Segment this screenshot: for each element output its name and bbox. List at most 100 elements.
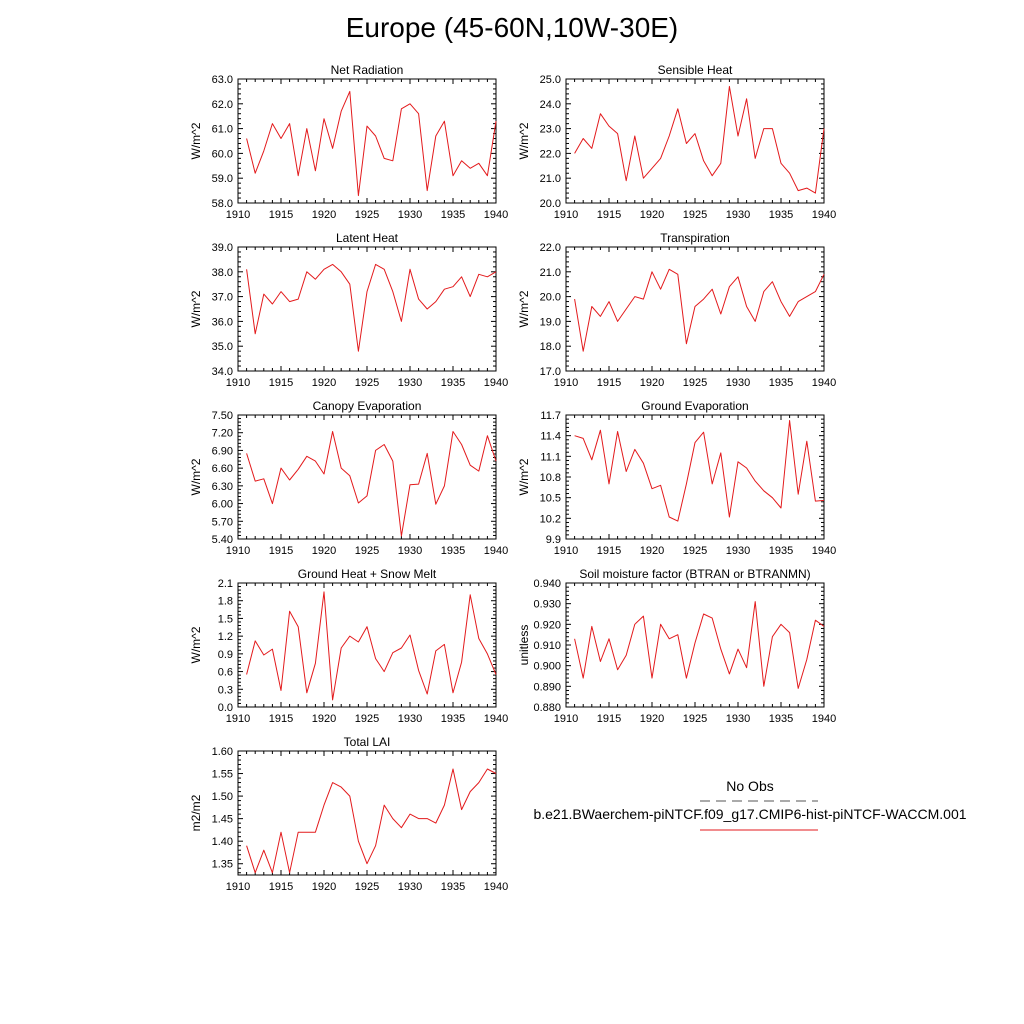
y-tick-label: 7.50 bbox=[212, 410, 233, 422]
y-tick-label: 63.0 bbox=[212, 74, 233, 86]
x-tick-label: 1935 bbox=[769, 377, 793, 389]
y-tick-label: 59.0 bbox=[212, 173, 233, 185]
x-tick-label: 1935 bbox=[441, 377, 465, 389]
y-tick-label: 5.40 bbox=[212, 534, 233, 546]
x-tick-label: 1925 bbox=[683, 209, 707, 221]
x-tick-label: 1910 bbox=[554, 545, 578, 557]
y-tick-label: 62.0 bbox=[212, 99, 233, 111]
plot-frame bbox=[565, 414, 825, 540]
y-tick-label: 24.0 bbox=[540, 99, 561, 111]
y-tick-label: 22.0 bbox=[540, 148, 561, 160]
y-tick-label: 7.20 bbox=[212, 428, 233, 440]
y-tick-label: 0.920 bbox=[533, 619, 561, 631]
y-tick-label: 20.0 bbox=[540, 198, 561, 210]
legend-swatches bbox=[700, 800, 818, 831]
y-tick-label: 21.0 bbox=[540, 173, 561, 185]
y-tick-label: 0.930 bbox=[533, 599, 561, 611]
chart-panel-7: Ground Heat + Snow Melt W/m^2 1910 1915 1920… bbox=[189, 567, 508, 725]
x-tick-label: 1940 bbox=[484, 713, 508, 725]
y-tick-label: 2.1 bbox=[218, 578, 233, 590]
chart-panel-5: Canopy Evaporation W/m^2 1910 1915 1920 1925 1… bbox=[189, 399, 508, 557]
x-tick-label: 1920 bbox=[640, 713, 664, 725]
y-tick-label: 20.0 bbox=[540, 292, 561, 304]
panel-title: Transpiration bbox=[660, 231, 730, 245]
x-tick-label: 1910 bbox=[226, 209, 250, 221]
y-tick-label: 1.2 bbox=[218, 631, 233, 643]
series-line-1 bbox=[246, 431, 497, 537]
x-tick-label: 1920 bbox=[312, 881, 336, 893]
chart-panel-2: Sensible Heat W/m^2 1910 1915 1920 1925 1930 19… bbox=[517, 63, 836, 221]
panel-title: Total LAI bbox=[344, 735, 391, 749]
y-axis-label: W/m^2 bbox=[517, 122, 531, 159]
x-tick-label: 1925 bbox=[683, 713, 707, 725]
x-tick-label: 1915 bbox=[597, 377, 621, 389]
chart-panel-1: Net Radiation W/m^2 1910 1915 1920 1925 1930 19… bbox=[189, 63, 508, 221]
y-tick-label: 18.0 bbox=[540, 341, 561, 353]
panel-title: Soil moisture factor (BTRAN or BTRANMN) bbox=[579, 567, 810, 581]
y-tick-label: 60.0 bbox=[212, 148, 233, 160]
y-axis-label: W/m^2 bbox=[189, 626, 203, 663]
x-tick-label: 1940 bbox=[484, 209, 508, 221]
x-tick-label: 1930 bbox=[398, 209, 422, 221]
panel-title: Ground Evaporation bbox=[641, 399, 748, 413]
x-tick-label: 1935 bbox=[769, 209, 793, 221]
y-tick-label: 1.5 bbox=[218, 613, 233, 625]
series-line-1 bbox=[246, 90, 497, 197]
series-line-1 bbox=[574, 85, 825, 194]
y-axis-label: W/m^2 bbox=[189, 122, 203, 159]
y-tick-label: 1.55 bbox=[212, 769, 233, 781]
y-tick-label: 25.0 bbox=[540, 74, 561, 86]
y-tick-label: 6.60 bbox=[212, 463, 233, 475]
y-tick-label: 0.3 bbox=[218, 684, 233, 696]
y-tick-label: 34.0 bbox=[212, 366, 233, 378]
y-tick-label: 17.0 bbox=[540, 366, 561, 378]
y-tick-label: 39.0 bbox=[212, 242, 233, 254]
x-tick-label: 1925 bbox=[355, 377, 379, 389]
y-axis-label: unitless bbox=[517, 625, 531, 666]
x-tick-label: 1910 bbox=[554, 377, 578, 389]
x-tick-label: 1925 bbox=[683, 545, 707, 557]
legend-obs-label: No Obs bbox=[726, 778, 774, 794]
y-tick-label: 10.8 bbox=[540, 472, 561, 484]
x-tick-label: 1920 bbox=[312, 209, 336, 221]
y-tick-label: 1.60 bbox=[212, 746, 233, 758]
x-tick-label: 1940 bbox=[484, 545, 508, 557]
x-tick-label: 1915 bbox=[269, 545, 293, 557]
y-tick-label: 1.40 bbox=[212, 836, 233, 848]
y-tick-label: 1.50 bbox=[212, 791, 233, 803]
x-tick-label: 1925 bbox=[355, 881, 379, 893]
x-tick-label: 1930 bbox=[726, 713, 750, 725]
x-tick-label: 1935 bbox=[769, 713, 793, 725]
chart-panel-6: Ground Evaporation W/m^2 1910 1915 1920 1925 1… bbox=[517, 399, 836, 557]
x-tick-label: 1920 bbox=[312, 545, 336, 557]
y-tick-label: 19.0 bbox=[540, 316, 561, 328]
x-tick-label: 1940 bbox=[812, 209, 836, 221]
chart-panel-3: Latent Heat W/m^2 1910 1915 1920 1925 1930 1935… bbox=[189, 231, 508, 389]
series-line-1 bbox=[574, 420, 825, 522]
y-axis-label: W/m^2 bbox=[517, 290, 531, 327]
y-tick-label: 0.880 bbox=[533, 702, 561, 714]
x-tick-label: 1910 bbox=[554, 713, 578, 725]
x-tick-label: 1925 bbox=[355, 209, 379, 221]
plot-frame bbox=[237, 246, 497, 372]
y-tick-label: 11.7 bbox=[540, 410, 561, 422]
y-axis-label: m2/m2 bbox=[189, 794, 203, 831]
panel-title: Latent Heat bbox=[336, 231, 399, 245]
y-tick-label: 22.0 bbox=[540, 242, 561, 254]
x-tick-label: 1935 bbox=[441, 713, 465, 725]
plot-frame bbox=[237, 78, 497, 204]
y-tick-label: 10.2 bbox=[540, 513, 561, 525]
y-tick-label: 0.0 bbox=[218, 702, 233, 714]
series-line-1 bbox=[246, 591, 497, 701]
x-tick-label: 1930 bbox=[726, 545, 750, 557]
panel-title: Sensible Heat bbox=[658, 63, 733, 77]
plot-frame bbox=[237, 750, 497, 876]
x-tick-label: 1930 bbox=[726, 209, 750, 221]
x-tick-label: 1920 bbox=[640, 209, 664, 221]
y-axis-label: W/m^2 bbox=[189, 458, 203, 495]
y-tick-label: 0.9 bbox=[218, 649, 233, 661]
x-tick-label: 1915 bbox=[269, 377, 293, 389]
y-tick-label: 11.1 bbox=[540, 451, 561, 463]
y-tick-label: 38.0 bbox=[212, 267, 233, 279]
